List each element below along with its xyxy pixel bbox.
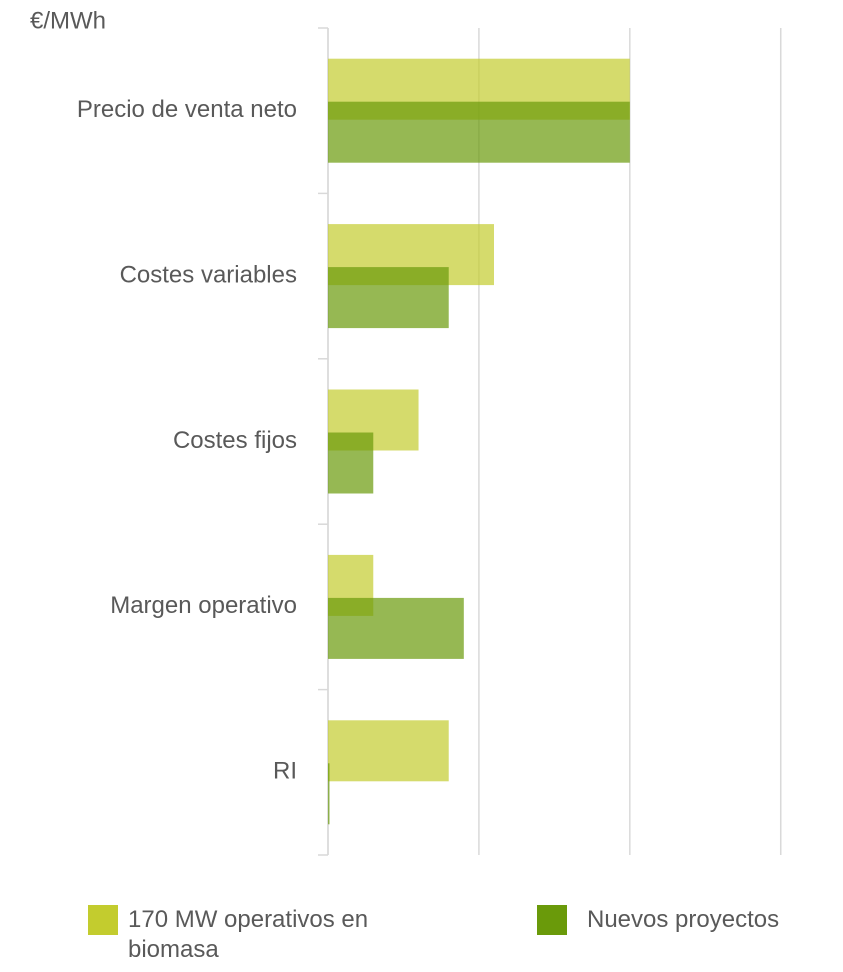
y-tick-label: Costes fijos	[173, 427, 297, 454]
legend-label: Nuevos proyectos	[587, 906, 780, 933]
legend-swatch	[88, 905, 118, 935]
y-tick-label: Margen operativo	[110, 592, 297, 619]
axis-unit: €/MWh	[30, 7, 106, 34]
y-tick-label: RI	[273, 758, 297, 785]
y-tick-label: Precio de venta neto	[77, 96, 297, 123]
bar	[328, 432, 374, 494]
bar	[328, 267, 449, 329]
y-tick-label: Costes variables	[120, 261, 297, 288]
chart: €/MWh Precio de venta neto Costes variabl…	[30, 7, 782, 856]
legend-swatch	[537, 905, 567, 935]
legend-label: 170 MW operativos en biomasa	[128, 906, 369, 963]
bar	[328, 763, 330, 825]
bar	[328, 597, 464, 659]
bar	[328, 720, 449, 782]
bar	[328, 101, 630, 163]
